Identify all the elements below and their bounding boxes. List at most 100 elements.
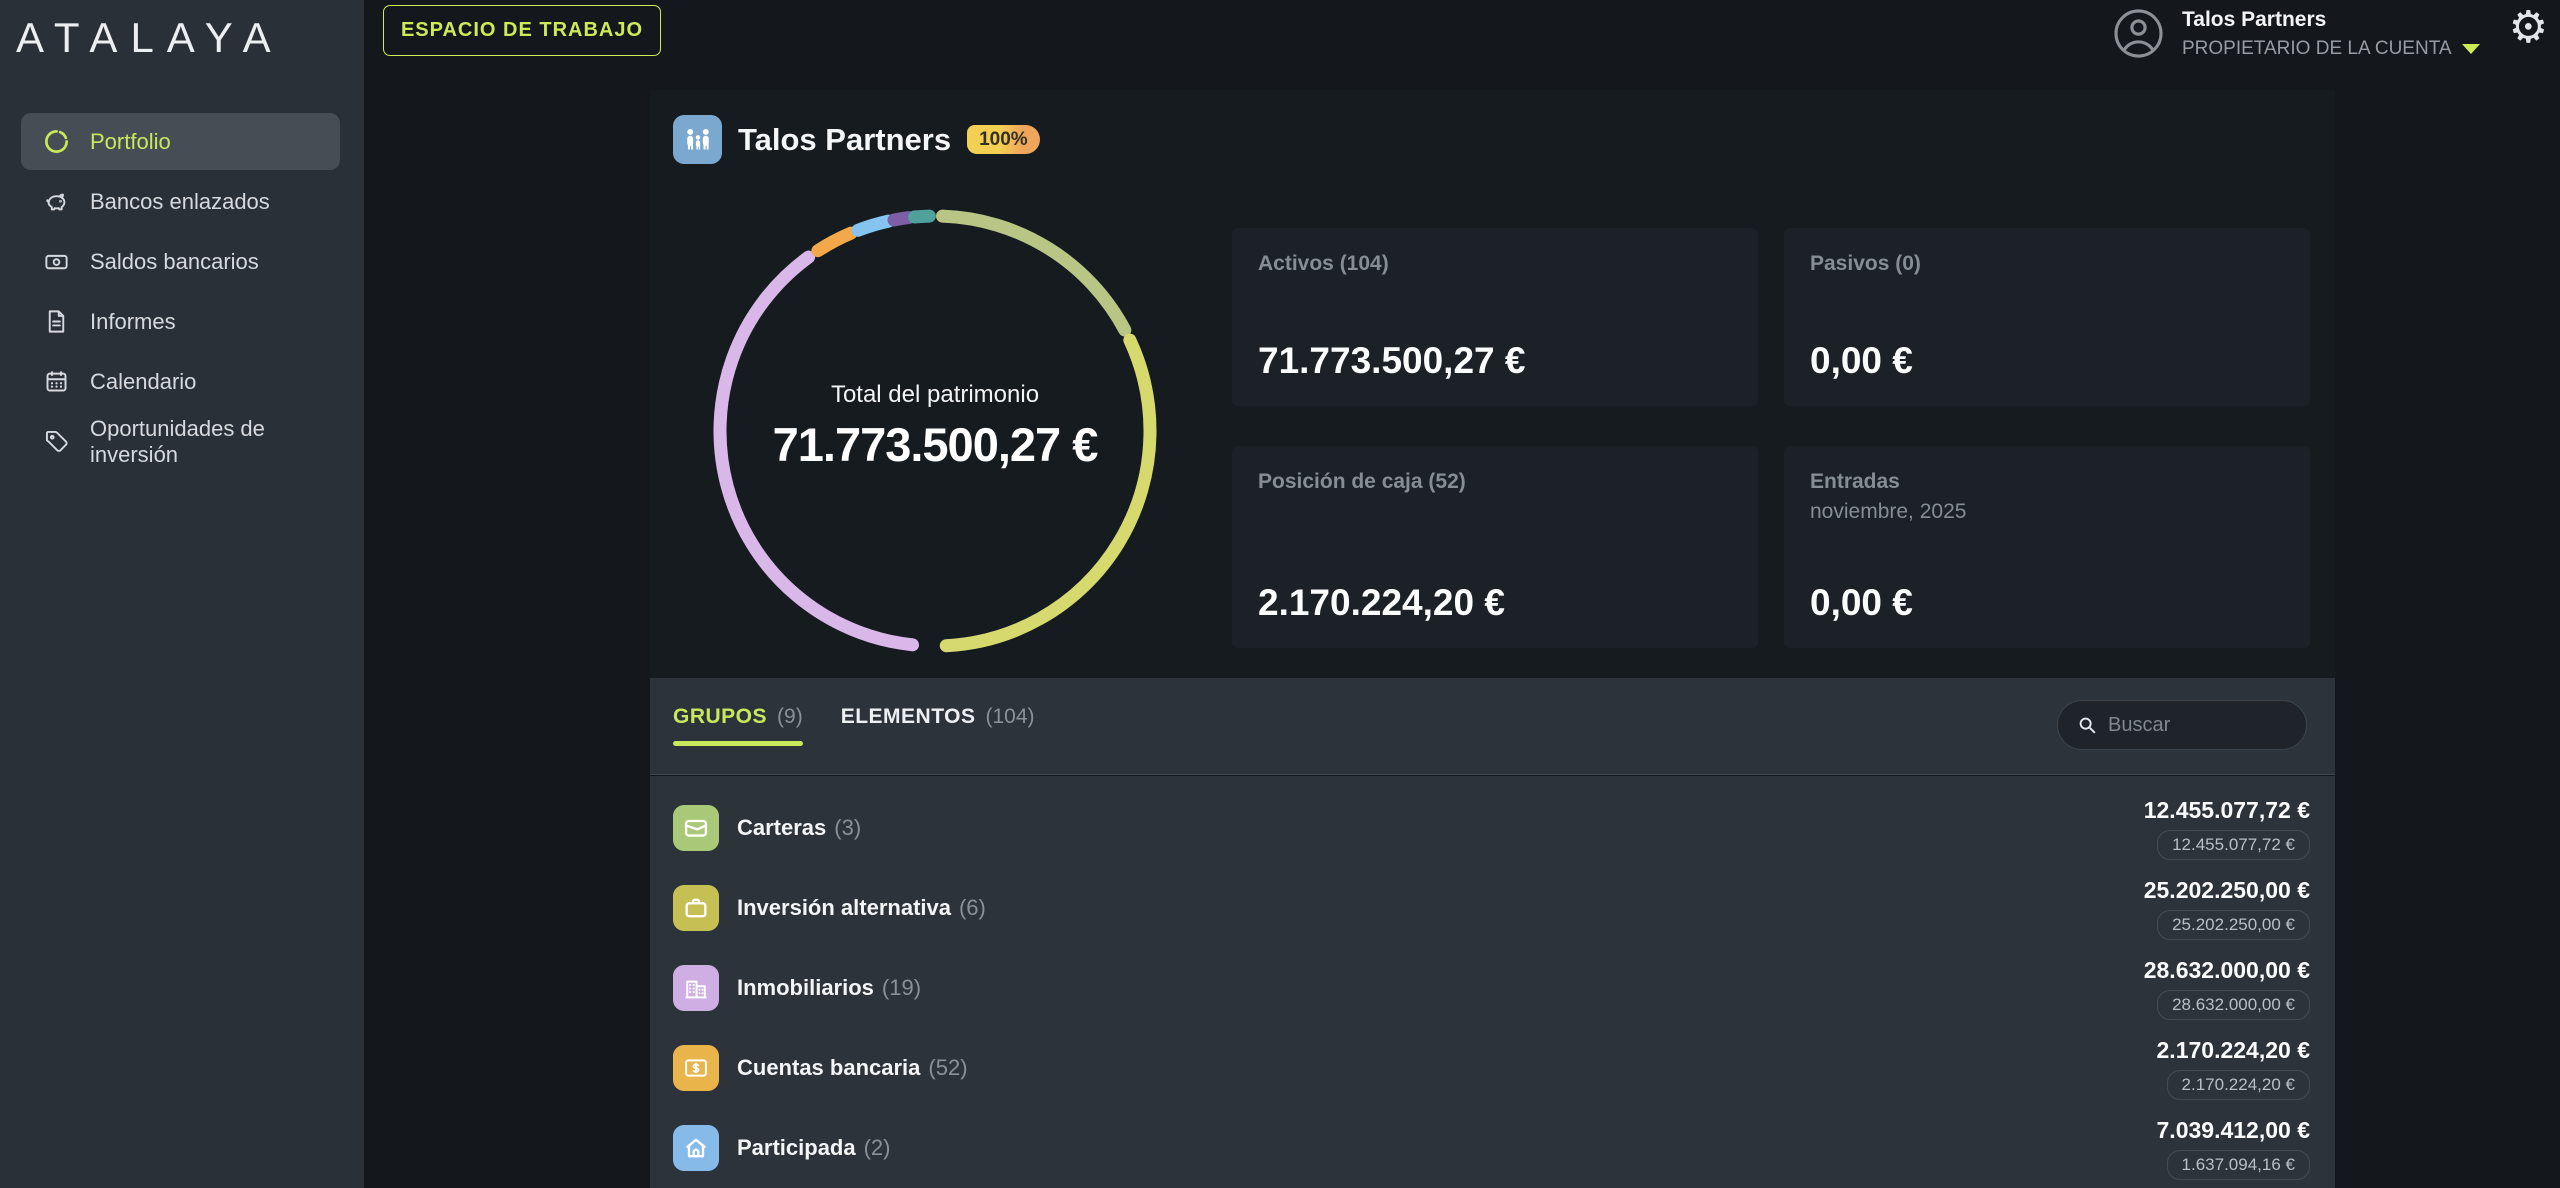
sidebar: ATALAYA Portfolio Bancos enlazados Saldos … — [0, 0, 364, 1188]
piggy-bank-icon — [43, 188, 70, 215]
group-subvalue-pill: 12.455.077,72 € — [2157, 829, 2310, 860]
user-name: Talos Partners — [2182, 7, 2327, 31]
group-subvalue-pill: 1.637.094,16 € — [2166, 1149, 2310, 1180]
tag-icon — [43, 428, 70, 455]
donut-segment — [939, 333, 1157, 653]
group-row-inmobiliarios[interactable]: Inmobiliarios (19) 28.632.000,00 € 28.632.0… — [650, 948, 2335, 1028]
app-logo: ATALAYA — [16, 14, 284, 61]
settings-gear-icon[interactable]: ⚙ — [2508, 2, 2548, 53]
workspace-button[interactable]: ESPACIO DE TRABAJO — [383, 5, 661, 56]
sidebar-item-portfolio[interactable]: Portfolio — [21, 113, 340, 170]
tab-elementos[interactable]: ELEMENTOS (104) — [841, 705, 1035, 746]
tab-grupos[interactable]: GRUPOS (9) — [673, 705, 803, 746]
group-subvalue-pill: 25.202.250,00 € — [2157, 909, 2310, 940]
tab-band: GRUPOS (9) ELEMENTOS (104) — [650, 678, 2335, 775]
sidebar-item-bancos-enlazados[interactable]: Bancos enlazados — [21, 173, 340, 230]
group-row-inversi-n-alternativa[interactable]: Inversión alternativa (6) 25.202.250,00 € 2… — [650, 868, 2335, 948]
group-list: Carteras (3) 12.455.077,72 € 12.455.077,72 … — [650, 776, 2335, 1188]
tabs: GRUPOS (9) ELEMENTOS (104) — [650, 678, 1035, 746]
group-row-carteras[interactable]: Carteras (3) 12.455.077,72 € 12.455.077,72 … — [650, 788, 2335, 868]
group-count: (3) — [834, 815, 862, 840]
group-count: (19) — [881, 975, 922, 1000]
group-value: 28.632.000,00 € — [2143, 956, 2310, 983]
group-label: Inmobiliarios — [737, 975, 874, 1000]
user-block[interactable]: Talos Partners PROPIETARIO DE LA CUENTA — [2112, 7, 2480, 60]
summary-card: Pasivos (0) 0,00 € — [1784, 228, 2310, 406]
summary-card: Posición de caja (52) 2.170.224,20 € — [1232, 446, 1758, 648]
search-icon — [2076, 714, 2098, 736]
group-value: 7.039.412,00 € — [2156, 1116, 2310, 1143]
donut-center: Total del patrimonio 71.773.500,27 € — [705, 381, 1165, 472]
donut-svg — [713, 209, 1157, 653]
sidebar-item-label: Oportunidades de inversión — [90, 415, 265, 467]
group-value: 2.170.224,20 € — [2156, 1036, 2310, 1063]
account-role-dropdown[interactable]: PROPIETARIO DE LA CUENTA — [2182, 38, 2480, 60]
family-icon — [673, 115, 722, 164]
card-title: Activos (104) — [1258, 252, 1389, 275]
card-value: 2.170.224,20 € — [1258, 582, 1505, 623]
group-label: Cuentas bancaria — [737, 1055, 921, 1080]
search-box[interactable] — [2057, 700, 2307, 750]
card-title: Pasivos (0) — [1810, 252, 1921, 275]
search-input[interactable] — [2108, 713, 2288, 737]
group-subvalue-pill: 28.632.000,00 € — [2157, 989, 2310, 1020]
group-label: Participada — [737, 1135, 856, 1160]
summary-card: Activos (104) 71.773.500,27 € — [1232, 228, 1758, 406]
card-value: 71.773.500,27 € — [1258, 340, 1526, 381]
wallet-icon — [673, 805, 719, 851]
account-role-label: PROPIETARIO DE LA CUENTA — [2182, 37, 2452, 59]
sidebar-item-informes[interactable]: Informes — [21, 293, 340, 350]
calendar-icon — [43, 368, 70, 395]
donut-segment — [936, 209, 1132, 337]
tab-label: GRUPOS — [673, 705, 768, 728]
portfolio-header: Talos Partners 100% — [673, 115, 1040, 164]
group-count: (6) — [958, 895, 986, 920]
tab-count: (104) — [985, 705, 1035, 728]
summary-cards: Activos (104) 71.773.500,27 € Pasivos (0) 0… — [1232, 228, 2310, 648]
summary-card: Entradas noviembre, 2025 0,00 € — [1784, 446, 2310, 648]
sidebar-item-saldos-bancarios[interactable]: Saldos bancarios — [21, 233, 340, 290]
card-value: 0,00 € — [1810, 582, 1913, 623]
tab-underline — [841, 741, 1035, 746]
group-row-participada[interactable]: Participada (2) 7.039.412,00 € 1.637.094,16… — [650, 1108, 2335, 1188]
chevron-down-icon — [2461, 43, 2480, 54]
donut-chart-icon — [43, 128, 70, 155]
sidebar-menu: Portfolio Bancos enlazados Saldos bancario… — [0, 113, 364, 473]
donut-segment — [713, 250, 920, 652]
card-title: Entradas — [1810, 470, 1900, 493]
donut-segment — [907, 209, 936, 224]
portfolio-title: Talos Partners — [738, 121, 952, 157]
donut-center-label: Total del patrimonio — [830, 381, 1040, 408]
donut-segment — [811, 226, 858, 258]
banknote-icon — [43, 248, 70, 275]
donut-segment — [887, 211, 916, 227]
group-count: (2) — [863, 1135, 891, 1160]
sidebar-item-oportunidades-de-inversi-n[interactable]: Oportunidades de inversión — [21, 413, 340, 470]
patrimony-donut-chart: Total del patrimonio 71.773.500,27 € — [705, 201, 1165, 661]
avatar[interactable] — [2112, 7, 2165, 60]
group-count: (52) — [928, 1055, 968, 1080]
group-label: Carteras — [737, 815, 827, 840]
document-icon — [43, 308, 70, 335]
tab-count: (9) — [777, 705, 803, 728]
group-value: 25.202.250,00 € — [2143, 876, 2310, 903]
portfolio-summary-panel: Talos Partners 100% Total del patrimonio… — [650, 90, 2335, 678]
card-title: Posición de caja (52) — [1258, 470, 1466, 493]
briefcase-icon — [673, 885, 719, 931]
group-subvalue-pill: 2.170.224,20 € — [2166, 1069, 2310, 1100]
tab-underline — [673, 741, 803, 746]
home-icon — [673, 1125, 719, 1171]
sidebar-item-label: Saldos bancarios — [90, 248, 259, 274]
sidebar-item-label: Calendario — [90, 368, 197, 394]
banknote-dollar-icon — [673, 1045, 719, 1091]
sidebar-item-label: Portfolio — [90, 128, 171, 154]
card-subtitle: noviembre, 2025 — [1810, 500, 1967, 523]
sidebar-item-calendario[interactable]: Calendario — [21, 353, 340, 410]
donut-segment — [851, 214, 895, 237]
sidebar-item-label: Informes — [90, 308, 176, 334]
group-row-cuentas-bancaria[interactable]: Cuentas bancaria (52) 2.170.224,20 € 2.170.… — [650, 1028, 2335, 1108]
donut-center-value: 71.773.500,27 € — [772, 418, 1099, 471]
sidebar-item-label: Bancos enlazados — [90, 188, 270, 214]
buildings-icon — [673, 965, 719, 1011]
card-value: 0,00 € — [1810, 340, 1913, 381]
